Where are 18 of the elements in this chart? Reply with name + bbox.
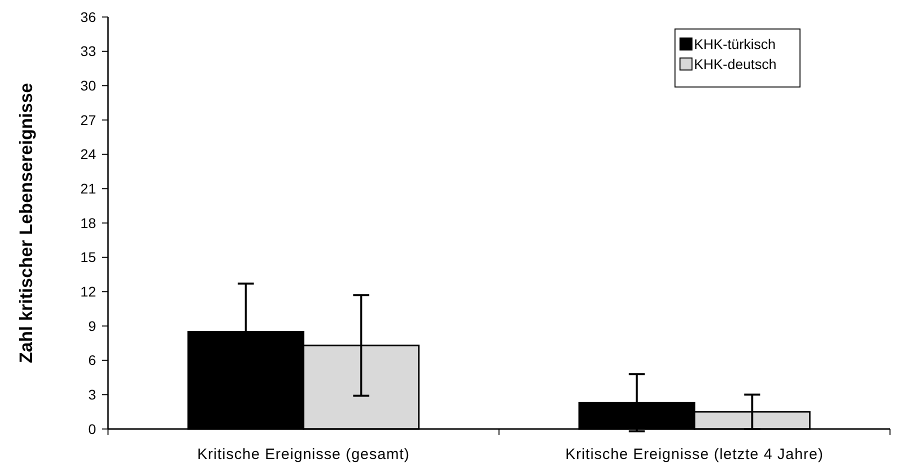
y-tick-label: 6 <box>88 352 96 368</box>
y-tick-label: 36 <box>80 8 96 25</box>
y-tick-label: 3 <box>88 386 96 403</box>
legend-label: KHK-türkisch <box>694 36 776 52</box>
legend-label: KHK-deutsch <box>694 56 776 72</box>
y-tick-label: 30 <box>80 78 96 94</box>
y-tick-label: 27 <box>80 112 96 128</box>
x-tick-label: Kritische Ereignisse (letzte 4 Jahre) <box>565 446 824 463</box>
x-tick-label: Kritische Ereignisse (gesamt) <box>197 446 410 463</box>
y-tick-label: 0 <box>88 420 96 437</box>
y-tick-label: 9 <box>88 318 96 334</box>
y-tick-label: 24 <box>80 146 96 162</box>
y-tick-label: 33 <box>80 43 96 60</box>
y-tick-label: 12 <box>80 284 96 300</box>
y-tick-label: 18 <box>80 214 96 231</box>
y-tick-label: 21 <box>80 180 96 197</box>
y-axis-title: Zahl kritischer Lebensereignisse <box>16 82 36 364</box>
y-tick-label: 15 <box>80 249 96 266</box>
